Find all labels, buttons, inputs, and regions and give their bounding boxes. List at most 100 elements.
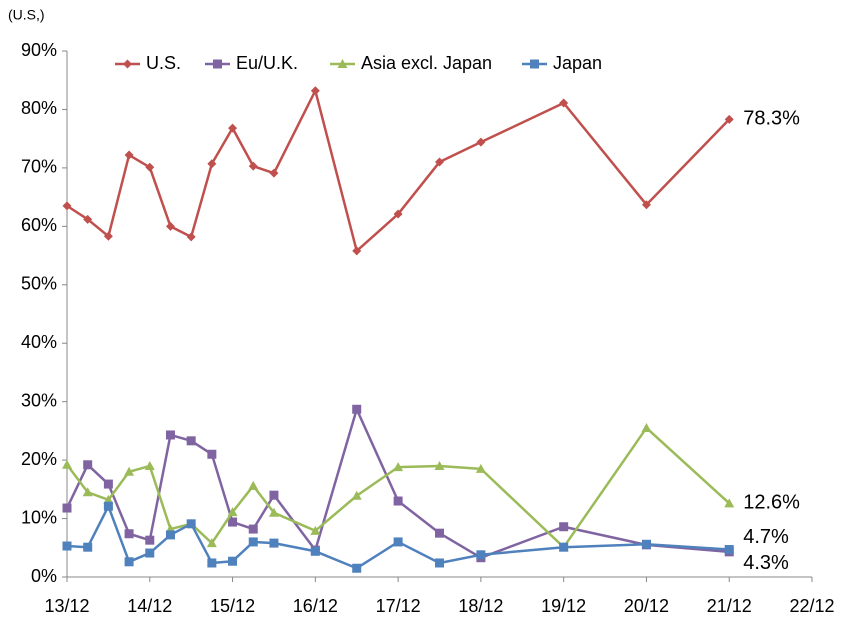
data-point — [144, 460, 155, 470]
data-point — [145, 535, 155, 545]
data-point — [124, 529, 134, 539]
y-tick-label: 10% — [21, 507, 57, 527]
data-point — [641, 200, 651, 210]
data-point — [393, 462, 404, 472]
x-tick-label: 22/12 — [789, 596, 834, 616]
data-point — [476, 137, 486, 147]
data-point — [434, 460, 445, 470]
x-tick-label: 17/12 — [376, 596, 421, 616]
data-point — [724, 545, 734, 555]
x-tick-label: 14/12 — [127, 596, 172, 616]
data-point — [62, 541, 72, 551]
legend-label: Eu/U.K. — [236, 53, 298, 73]
data-point — [641, 539, 651, 549]
data-point — [62, 503, 72, 513]
x-tick-label: 20/12 — [624, 596, 669, 616]
data-point — [393, 496, 403, 506]
legend-marker — [123, 59, 132, 69]
data-point — [62, 459, 72, 469]
data-point — [393, 537, 403, 547]
data-point — [83, 542, 93, 552]
data-point — [724, 498, 735, 508]
data-point — [207, 449, 217, 459]
data-point — [228, 517, 238, 527]
data-point — [103, 494, 114, 504]
data-point — [83, 214, 93, 224]
data-point — [310, 525, 321, 535]
data-point — [269, 490, 279, 500]
y-tick-label: 30% — [21, 390, 57, 410]
data-point — [82, 487, 93, 497]
data-label: 12.6% — [743, 492, 800, 514]
y-tick-label: 70% — [21, 157, 57, 177]
data-point — [227, 507, 238, 517]
data-point — [103, 231, 113, 241]
x-tick-label: 15/12 — [210, 596, 255, 616]
x-tick-label: 19/12 — [541, 596, 586, 616]
data-point — [352, 404, 362, 414]
data-point — [103, 479, 113, 489]
data-point — [310, 546, 320, 556]
data-point — [186, 519, 196, 529]
data-point — [269, 168, 279, 178]
data-point — [228, 123, 238, 133]
data-point — [145, 162, 155, 172]
data-point — [351, 490, 362, 500]
data-label: 4.3% — [743, 552, 789, 574]
data-label: 4.7% — [743, 526, 789, 548]
data-point — [165, 221, 175, 231]
data-point — [435, 558, 444, 568]
data-point — [641, 422, 652, 432]
y-tick-label: 50% — [21, 274, 57, 294]
legend-label: Asia excl. Japan — [361, 53, 492, 73]
data-point — [248, 537, 258, 547]
data-point — [435, 157, 444, 167]
data-point — [124, 150, 134, 160]
y-tick-label: 80% — [21, 98, 57, 118]
data-point — [124, 466, 135, 476]
data-point — [559, 522, 569, 532]
legend-label: U.S. — [146, 53, 181, 73]
data-point — [559, 542, 569, 552]
data-point — [352, 246, 362, 256]
data-point — [248, 161, 258, 171]
y-tick-label: 40% — [21, 332, 57, 352]
data-point — [352, 563, 362, 573]
y-tick-label: 20% — [21, 449, 57, 469]
data-point — [145, 548, 155, 558]
data-point — [248, 524, 258, 534]
data-point — [207, 159, 217, 169]
data-point — [83, 460, 93, 470]
series-line — [66, 89, 731, 253]
data-point — [186, 436, 196, 446]
legend-marker — [337, 59, 348, 68]
data-point — [62, 201, 72, 211]
data-point — [269, 538, 279, 548]
y-tick-label: 60% — [21, 215, 57, 235]
x-tick-label: 13/12 — [44, 596, 89, 616]
data-point — [724, 114, 734, 124]
y-tick-label: 0% — [31, 566, 57, 586]
series-line — [66, 426, 731, 549]
data-point — [186, 232, 196, 242]
data-point — [124, 557, 134, 567]
data-point — [165, 430, 175, 440]
data-point — [476, 550, 486, 560]
data-point — [268, 507, 279, 517]
x-tick-label: 16/12 — [293, 596, 338, 616]
legend-marker — [530, 59, 539, 69]
x-tick-label: 18/12 — [458, 596, 503, 616]
data-point — [206, 538, 217, 548]
data-point — [248, 480, 259, 490]
data-point — [103, 501, 113, 511]
data-point — [165, 530, 175, 540]
data-point — [559, 98, 569, 108]
y-tick-label: 90% — [21, 40, 57, 60]
y-axis-label: (U.S,) — [8, 7, 45, 23]
x-tick-label: 21/12 — [707, 596, 752, 616]
data-point — [393, 209, 403, 219]
legend-marker — [213, 59, 222, 69]
legend-label: Japan — [553, 53, 602, 73]
data-point — [207, 558, 217, 568]
